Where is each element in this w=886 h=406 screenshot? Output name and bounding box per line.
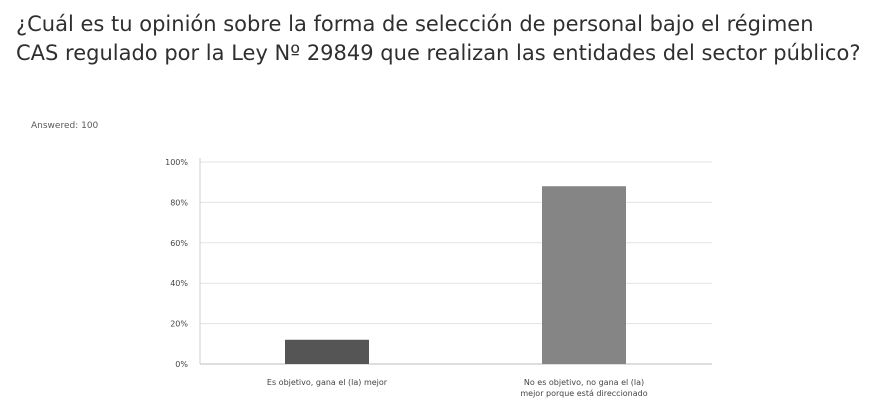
x-tick-label: mejor porque está direccionado [520,389,647,398]
x-tick-labels: Es objetivo, gana el (la) mejor No es obj… [267,378,648,398]
axes [199,158,712,365]
bar [285,339,369,364]
answered-count: Answered: 100 [31,121,99,131]
grid-lines [200,161,712,325]
y-tick-label: 40% [170,279,188,288]
y-tick-label: 100% [165,158,188,167]
y-tick-label: 60% [170,239,188,248]
bars [285,186,626,364]
bar [542,186,626,364]
y-tick-label: 80% [170,198,188,207]
x-tick-label: No es objetivo, no gana el (la) [524,378,644,387]
y-tick-label: 20% [170,320,188,329]
y-tick-labels: 0% 20% 40% 60% 80% 100% [165,158,188,369]
x-tick-label: Es objetivo, gana el (la) mejor [267,378,388,387]
y-tick-label: 0% [175,360,188,369]
question-title: ¿Cuál es tu opinión sobre la forma de se… [16,12,861,65]
